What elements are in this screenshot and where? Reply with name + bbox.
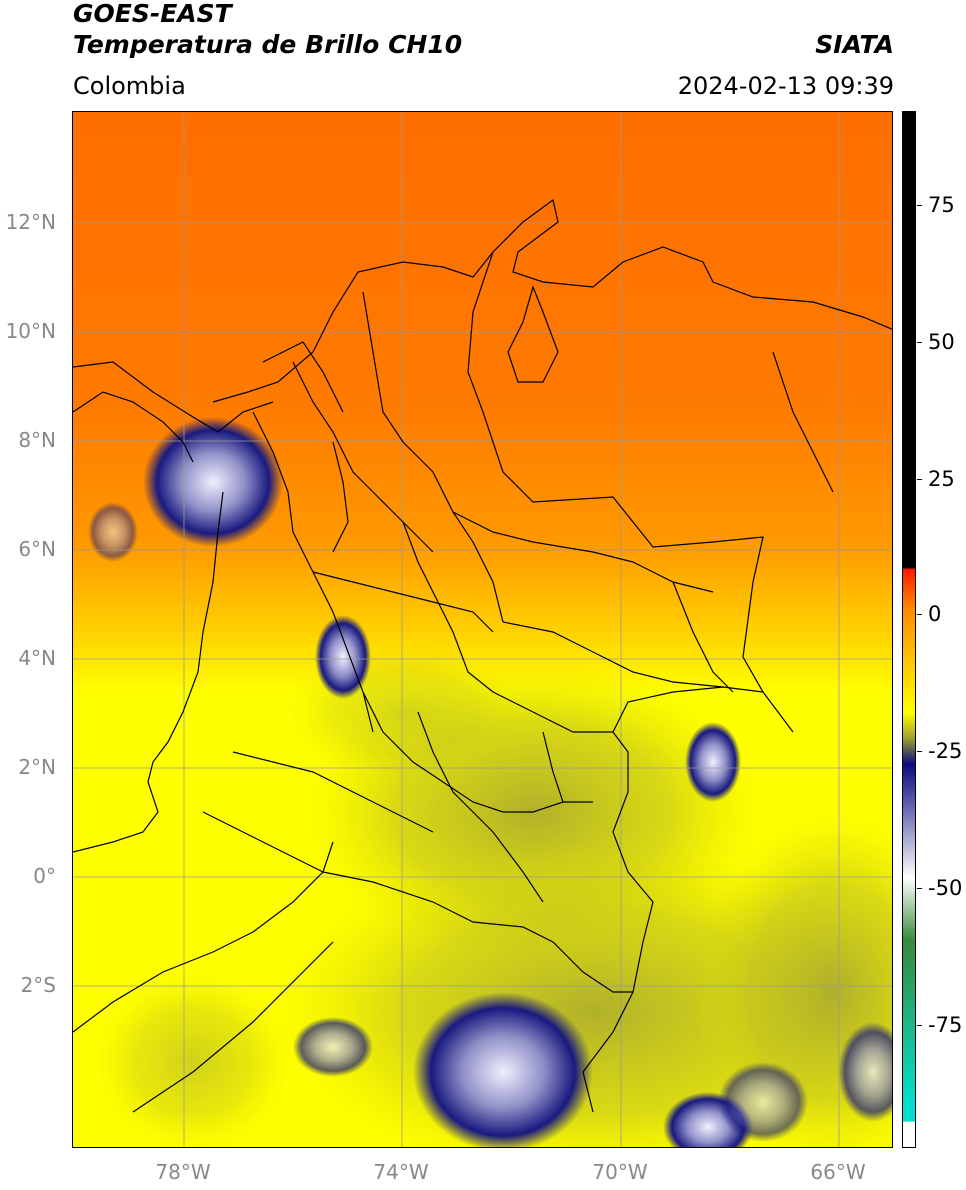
colorbar-label-minus-75: -75 — [928, 1013, 963, 1037]
organization-label: SIATA — [815, 30, 894, 59]
region-label: Colombia — [73, 72, 186, 100]
lon-label-66w: 66°W — [810, 1160, 866, 1184]
lat-label-4n: 4°N — [18, 646, 56, 670]
colorbar-label-0: 0 — [928, 602, 942, 626]
timestamp-label: 2024-02-13 09:39 — [677, 72, 894, 100]
lat-label-2n: 2°N — [18, 755, 56, 779]
lat-label-10n: 10°N — [5, 319, 56, 343]
lat-label-0: 0° — [33, 864, 56, 888]
lon-label-78w: 78°W — [155, 1160, 211, 1184]
satellite-map — [72, 111, 893, 1148]
lon-label-74w: 74°W — [373, 1160, 429, 1184]
colorbar-tick — [917, 342, 922, 343]
lat-label-12n: 12°N — [5, 210, 56, 234]
lon-label-70w: 70°W — [592, 1160, 648, 1184]
map-title-line-2: Temperatura de Brillo CH10 — [73, 30, 463, 59]
colorbar-tick — [917, 1025, 922, 1026]
colorbar-label-75: 75 — [928, 193, 955, 217]
temperature-colorbar — [902, 111, 916, 1148]
colorbar-tick — [917, 479, 922, 480]
colorbar-tick — [917, 888, 922, 889]
colorbar-tick — [917, 614, 922, 615]
lat-label-6n: 6°N — [18, 537, 56, 561]
colorbar-label-minus-50: -50 — [928, 876, 963, 900]
colorbar-label-50: 50 — [928, 330, 955, 354]
borders — [73, 198, 892, 1113]
graticule — [73, 112, 892, 1147]
lat-label-2s: 2°S — [20, 973, 56, 997]
map-title-line-1: GOES-EAST — [73, 0, 232, 28]
colorbar-tick — [917, 205, 922, 206]
lat-label-8n: 8°N — [18, 428, 56, 452]
map-canvas — [73, 112, 892, 1147]
colorbar-label-minus-25: -25 — [928, 739, 963, 763]
colorbar-tick — [917, 751, 922, 752]
colorbar-label-25: 25 — [928, 467, 955, 491]
